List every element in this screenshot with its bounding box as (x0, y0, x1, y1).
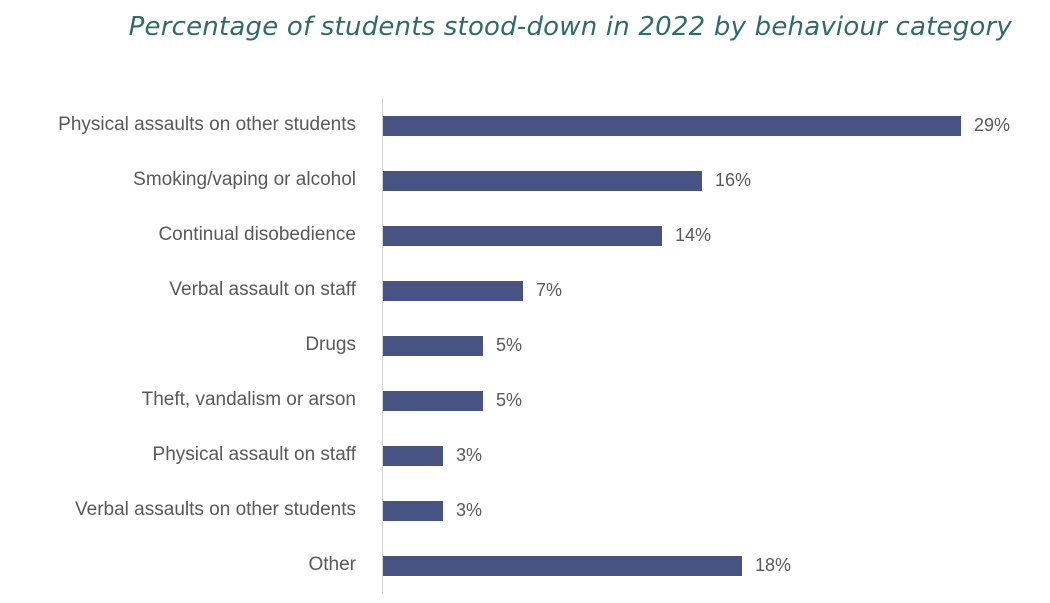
bar-row: Continual disobedience 14% (0, 224, 1050, 246)
value-label: 16% (715, 170, 752, 190)
category-label: Physical assaults on other students (58, 114, 356, 135)
category-label: Theft, vandalism or arson (141, 389, 356, 410)
bar-row: Physical assault on staff 3% (0, 444, 1050, 466)
chart-title: Percentage of students stood-down in 202… (128, 12, 1012, 42)
value-label: 3% (456, 500, 483, 520)
bar-row: Drugs 5% (0, 334, 1050, 356)
bar (383, 336, 483, 356)
bar (383, 281, 523, 301)
category-label: Continual disobedience (158, 224, 356, 245)
bar-row: Smoking/vaping or alcohol 16% (0, 169, 1050, 191)
bar (383, 391, 483, 411)
bar-row: Other 18% (0, 554, 1050, 576)
y-axis-line (382, 98, 383, 594)
bar (383, 171, 702, 191)
value-label: 5% (496, 335, 523, 355)
value-label: 5% (496, 390, 523, 410)
bar-row: Verbal assaults on other students 3% (0, 499, 1050, 521)
category-label: Smoking/vaping or alcohol (133, 169, 356, 190)
value-label: 7% (536, 280, 563, 300)
bar (383, 226, 662, 246)
value-label: 14% (675, 225, 712, 245)
bar-row: Verbal assault on staff 7% (0, 279, 1050, 301)
bar-row: Physical assaults on other students 29% (0, 114, 1050, 136)
value-label: 18% (755, 555, 792, 575)
category-label: Verbal assault on staff (169, 279, 356, 300)
bar (383, 446, 443, 466)
category-label: Physical assault on staff (152, 444, 356, 465)
bar-row: Theft, vandalism or arson 5% (0, 389, 1050, 411)
bar (383, 116, 961, 136)
bar (383, 556, 742, 576)
category-label: Drugs (305, 334, 356, 355)
category-label: Other (308, 554, 356, 575)
value-label: 29% (974, 115, 1011, 135)
category-label: Verbal assaults on other students (75, 499, 356, 520)
value-label: 3% (456, 445, 483, 465)
bar (383, 501, 443, 521)
